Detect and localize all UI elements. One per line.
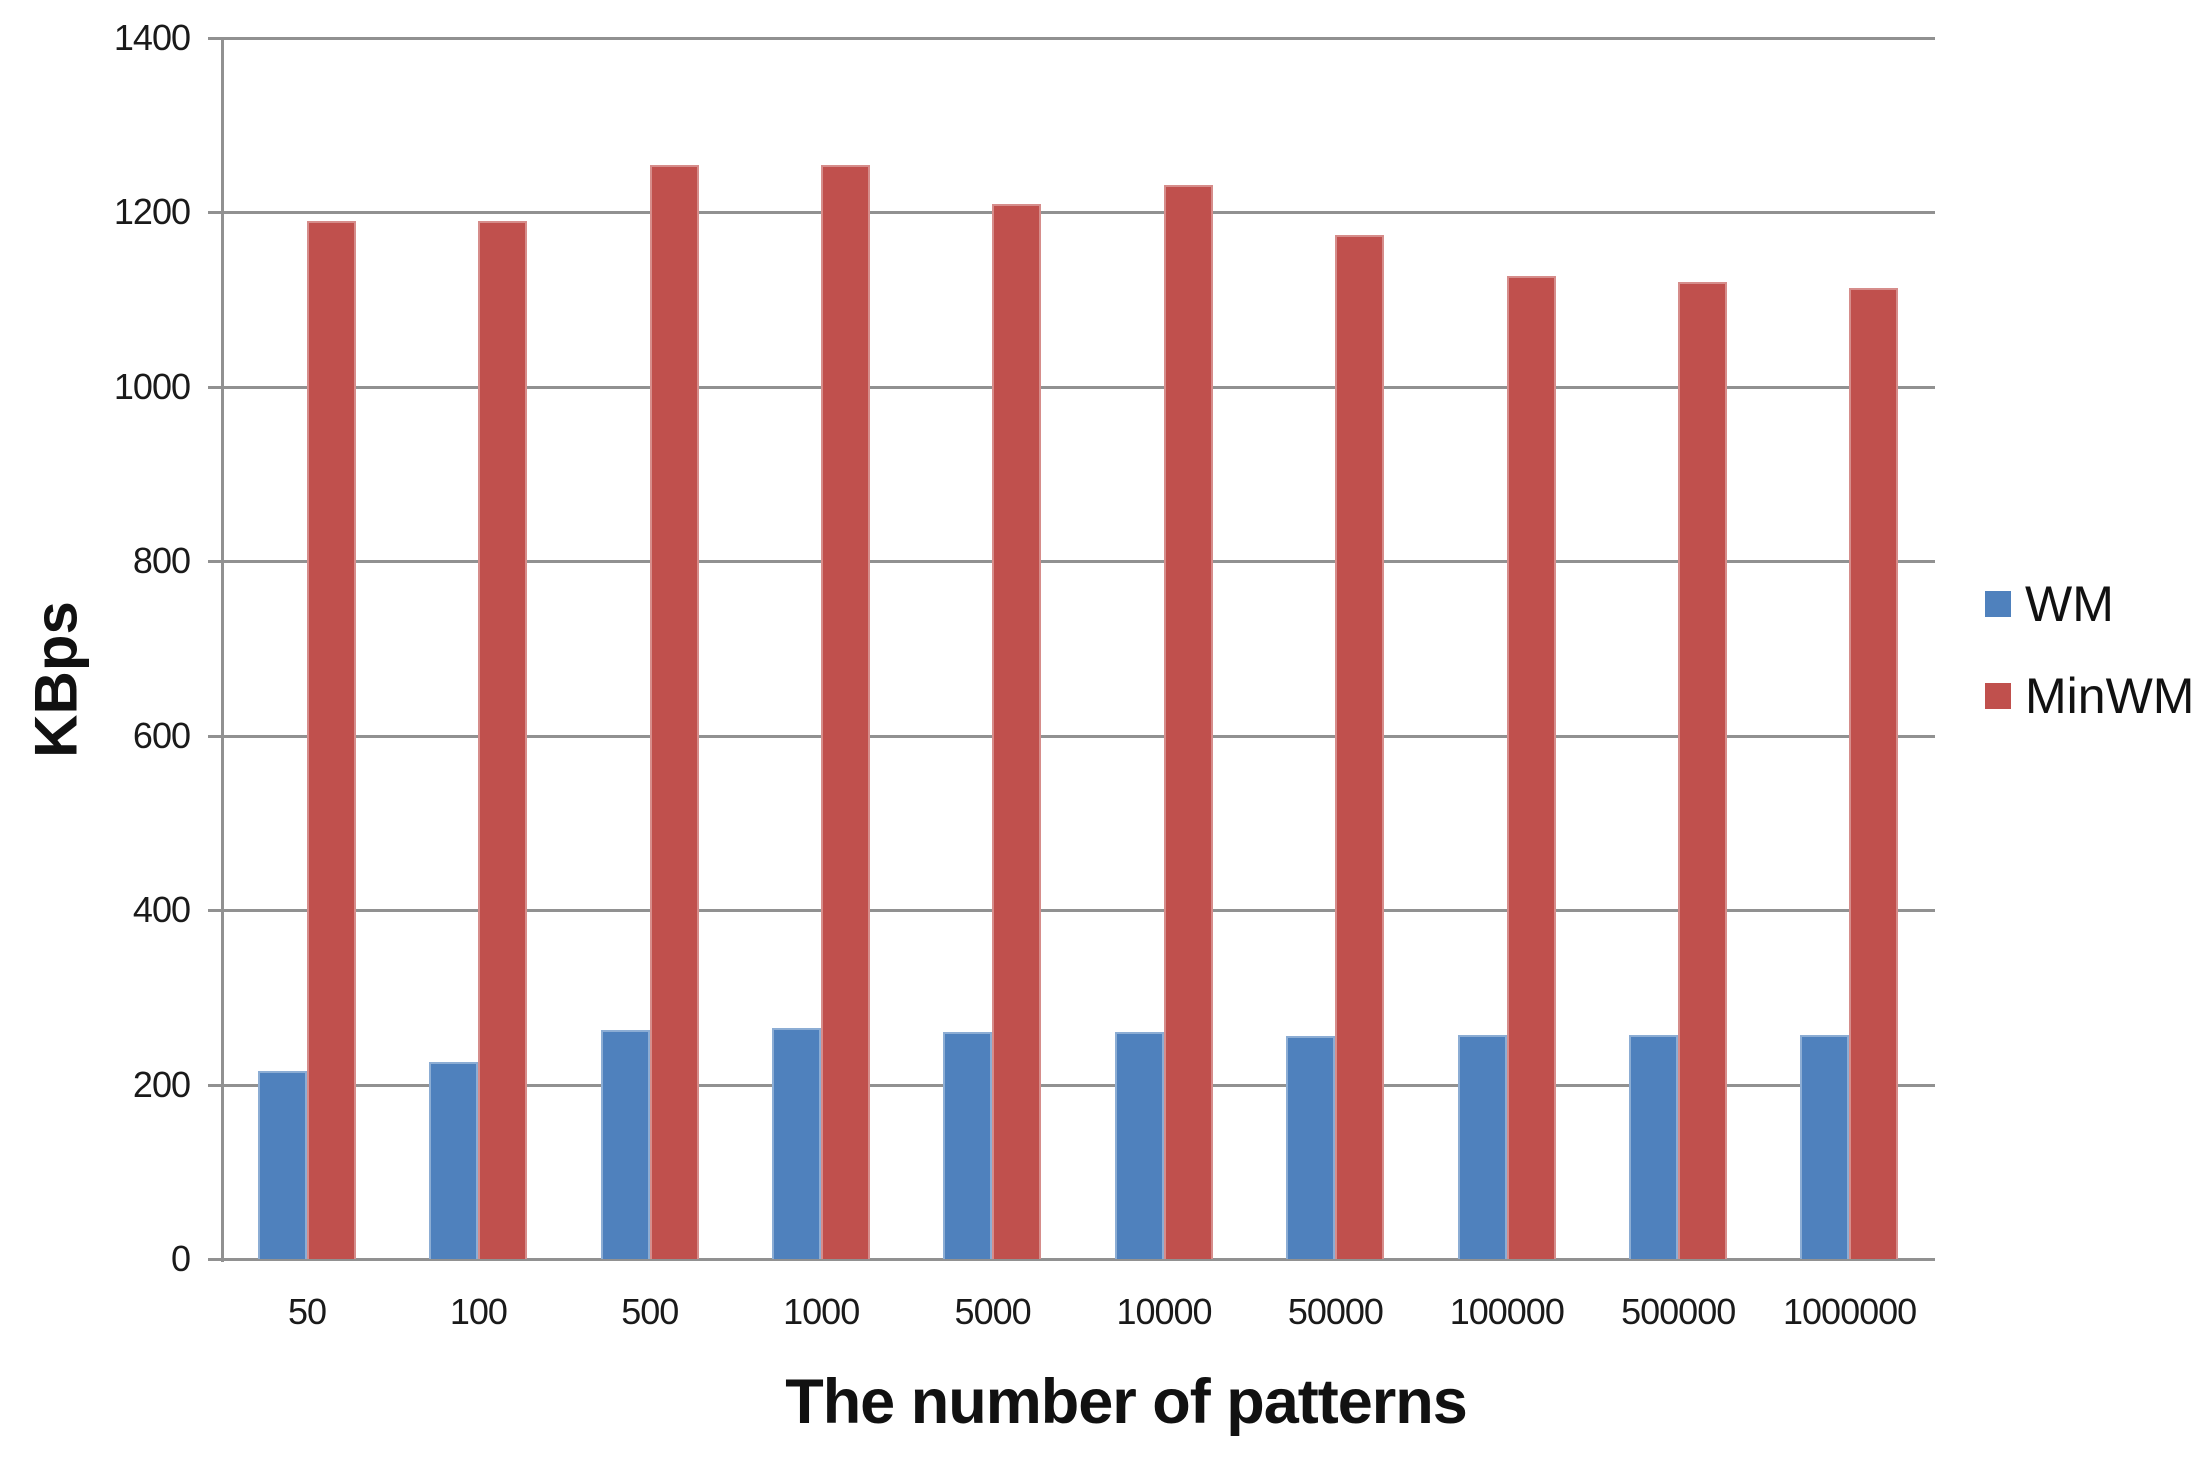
bar-wm-500000 <box>1628 1034 1678 1259</box>
bar-minwm-50 <box>306 221 356 1259</box>
bar-wm-50000 <box>1286 1035 1336 1259</box>
bar-minwm-500000 <box>1677 282 1727 1259</box>
legend-swatch-wm <box>1985 591 2011 617</box>
y-tick-label-200: 200 <box>132 1063 191 1105</box>
legend-item-wm: WM <box>1985 576 2194 632</box>
bar-wm-1000 <box>771 1027 821 1259</box>
legend-swatch-minwm <box>1985 683 2011 709</box>
gridline-200 <box>208 1083 1935 1087</box>
y-tick-label-1400: 1400 <box>113 17 191 58</box>
x-tick-label-500: 500 <box>621 1291 679 1332</box>
bar-minwm-10000 <box>1163 185 1213 1259</box>
bar-minwm-50000 <box>1335 235 1385 1259</box>
bar-minwm-100000 <box>1506 276 1556 1259</box>
x-tick-label-50000: 50000 <box>1287 1291 1384 1332</box>
y-tick-label-800: 800 <box>132 540 191 582</box>
x-axis-title: The number of patterns <box>785 1367 1468 1437</box>
x-tick-label-50: 50 <box>287 1291 327 1332</box>
x-tick-label-1000: 1000 <box>783 1291 860 1332</box>
plot-area <box>208 37 1935 1262</box>
y-axis-title: KBps <box>22 601 90 758</box>
bar-wm-10000 <box>1114 1032 1164 1259</box>
legend-label-minwm: MinWM <box>2025 668 2195 724</box>
x-tick-label-100: 100 <box>449 1291 508 1332</box>
bar-minwm-1000000 <box>1849 288 1899 1259</box>
gridline-1400 <box>208 37 1935 40</box>
bar-minwm-500 <box>649 165 699 1259</box>
gridline-0 <box>208 1258 1935 1261</box>
bar-wm-500 <box>600 1029 650 1259</box>
gridline-800 <box>208 560 1935 564</box>
y-tick-label-1200: 1200 <box>113 191 191 233</box>
bar-minwm-100 <box>478 221 528 1259</box>
y-tick-label-0: 0 <box>170 1238 191 1279</box>
bar-wm-100 <box>429 1061 479 1259</box>
gridline-400 <box>208 909 1935 913</box>
gridline-600 <box>208 734 1935 738</box>
y-tick-label-600: 600 <box>132 714 191 756</box>
bar-minwm-5000 <box>992 203 1042 1259</box>
x-tick-label-100000: 100000 <box>1449 1291 1565 1332</box>
y-tick-label-1000: 1000 <box>113 365 191 407</box>
x-tick-label-5000: 5000 <box>954 1291 1032 1332</box>
bar-wm-50 <box>257 1070 307 1259</box>
bar-wm-1000000 <box>1800 1034 1850 1259</box>
bar-minwm-1000 <box>820 165 870 1259</box>
legend-item-minwm: MinWM <box>1985 668 2195 724</box>
gridline-1200 <box>208 211 1935 215</box>
x-tick-label-10000: 10000 <box>1116 1291 1212 1332</box>
bar-wm-5000 <box>943 1032 993 1259</box>
y-axis-line <box>221 37 224 1262</box>
legend-label-wm: WM <box>2025 576 2114 632</box>
x-tick-label-1000000: 1000000 <box>1783 1291 1917 1332</box>
x-tick-label-500000: 500000 <box>1621 1291 1736 1332</box>
bar-wm-100000 <box>1457 1034 1507 1259</box>
gridline-1000 <box>208 385 1935 389</box>
legend: WM MinWM <box>1985 576 2195 762</box>
y-tick-label-400: 400 <box>132 889 191 931</box>
